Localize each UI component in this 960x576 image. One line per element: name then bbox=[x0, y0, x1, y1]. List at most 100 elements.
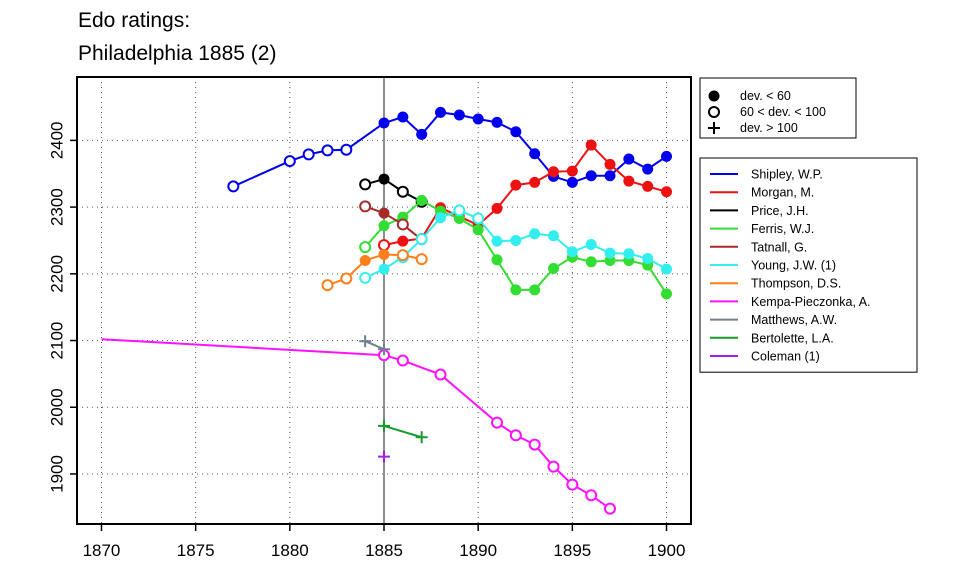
data-point bbox=[359, 200, 372, 213]
data-point bbox=[585, 170, 597, 182]
data-point bbox=[585, 139, 597, 151]
series-line bbox=[364, 177, 423, 203]
data-point bbox=[642, 252, 654, 264]
data-point bbox=[642, 163, 654, 175]
data-point bbox=[510, 284, 522, 296]
data-point bbox=[604, 158, 616, 170]
data-point bbox=[529, 228, 541, 240]
series-legend-item: Young, J.W. (1) bbox=[710, 259, 836, 273]
data-point bbox=[435, 106, 447, 118]
data-point bbox=[604, 247, 616, 259]
data-point bbox=[623, 248, 635, 260]
series-legend-item: Kempa-Pieczonka, A. bbox=[710, 295, 871, 309]
series-5 bbox=[359, 204, 673, 284]
data-point bbox=[378, 239, 390, 252]
series-legend-item: Matthews, A.W. bbox=[710, 313, 837, 327]
data-point bbox=[510, 179, 522, 191]
data-point bbox=[661, 186, 673, 198]
data-point bbox=[378, 450, 390, 463]
data-point bbox=[491, 235, 503, 247]
series-legend-item: Thompson, D.S. bbox=[710, 277, 841, 291]
data-point bbox=[661, 288, 673, 300]
marker-legend-item: dev. < 60 bbox=[708, 89, 791, 103]
data-point bbox=[548, 230, 560, 242]
data-point bbox=[661, 150, 673, 162]
series-6 bbox=[321, 248, 428, 292]
data-point bbox=[604, 170, 616, 182]
marker-legend: dev. < 60 60 < dev. < 100 dev. > 100 bbox=[699, 77, 857, 139]
data-point bbox=[472, 212, 485, 225]
marker-legend-box bbox=[699, 77, 857, 139]
y-tick-label: 2100 bbox=[47, 322, 66, 360]
x-tick-label: 1875 bbox=[177, 541, 215, 560]
data-point bbox=[566, 176, 578, 188]
series-legend-item: Bertolette, L.A. bbox=[710, 331, 834, 345]
data-point bbox=[585, 256, 597, 268]
series-legend-item: Morgan, M. bbox=[710, 186, 814, 200]
marker-legend-label: dev. < 60 bbox=[740, 89, 791, 103]
y-tick-label: 2000 bbox=[47, 388, 66, 426]
data-point bbox=[359, 241, 372, 254]
data-point bbox=[510, 126, 522, 138]
series-line bbox=[101, 338, 611, 510]
marker-legend-label: 60 < dev. < 100 bbox=[740, 105, 826, 119]
data-point bbox=[623, 175, 635, 187]
data-point bbox=[340, 272, 353, 285]
series-legend-label: Coleman (1) bbox=[751, 350, 820, 364]
data-point bbox=[623, 153, 635, 165]
series-line bbox=[383, 143, 667, 247]
data-point bbox=[453, 204, 466, 217]
data-point bbox=[472, 113, 484, 125]
data-point bbox=[566, 165, 578, 177]
data-point bbox=[547, 460, 560, 473]
x-tick-label: 1890 bbox=[459, 541, 497, 560]
series-8 bbox=[359, 335, 390, 356]
series-7 bbox=[101, 338, 617, 515]
marker-legend-symbol bbox=[708, 106, 720, 118]
data-point bbox=[340, 143, 353, 156]
data-point bbox=[491, 416, 504, 429]
data-point bbox=[548, 166, 560, 178]
data-point bbox=[359, 178, 372, 191]
data-point bbox=[283, 155, 296, 168]
series-legend-item: Shipley, W.P. bbox=[710, 168, 823, 182]
data-point bbox=[321, 279, 334, 292]
data-point bbox=[415, 431, 428, 444]
data-point bbox=[378, 117, 390, 129]
series-legend-label: Thompson, D.S. bbox=[751, 277, 841, 291]
data-point bbox=[378, 248, 390, 260]
marker-legend-item: 60 < dev. < 100 bbox=[708, 105, 826, 119]
data-point bbox=[472, 224, 484, 236]
x-tick-label: 1870 bbox=[83, 541, 121, 560]
marker-legend-label: dev. > 100 bbox=[740, 121, 798, 135]
data-point bbox=[397, 235, 409, 247]
data-point bbox=[585, 238, 597, 250]
data-point bbox=[416, 128, 428, 140]
data-point bbox=[415, 253, 428, 266]
data-point bbox=[359, 271, 372, 284]
data-point bbox=[528, 438, 541, 451]
series-legend-label: Kempa-Pieczonka, A. bbox=[751, 295, 871, 309]
series-legend-item: Price, J.H. bbox=[710, 204, 809, 218]
series-legend-item: Coleman (1) bbox=[710, 350, 820, 364]
series-legend-item: Ferris, W.J. bbox=[710, 222, 814, 236]
data-point bbox=[415, 233, 428, 246]
data-point bbox=[529, 176, 541, 188]
data-point bbox=[529, 284, 541, 296]
data-point bbox=[566, 246, 578, 258]
data-point bbox=[491, 116, 503, 128]
series-3 bbox=[359, 194, 673, 300]
y-tick-label: 2400 bbox=[47, 121, 66, 159]
x-tick-label: 1880 bbox=[271, 541, 309, 560]
data-point bbox=[510, 234, 522, 246]
data-point bbox=[566, 478, 579, 491]
chart-title-line1: Edo ratings: bbox=[78, 9, 191, 32]
marker-legend-symbol bbox=[708, 122, 720, 134]
series-legend-label: Shipley, W.P. bbox=[751, 168, 823, 182]
data-point bbox=[321, 144, 334, 157]
data-point bbox=[453, 109, 465, 121]
data-point bbox=[397, 111, 409, 123]
data-point bbox=[302, 148, 315, 161]
chart-title-line2: Philadelphia 1885 (2) bbox=[78, 42, 277, 65]
series-10 bbox=[378, 450, 390, 463]
